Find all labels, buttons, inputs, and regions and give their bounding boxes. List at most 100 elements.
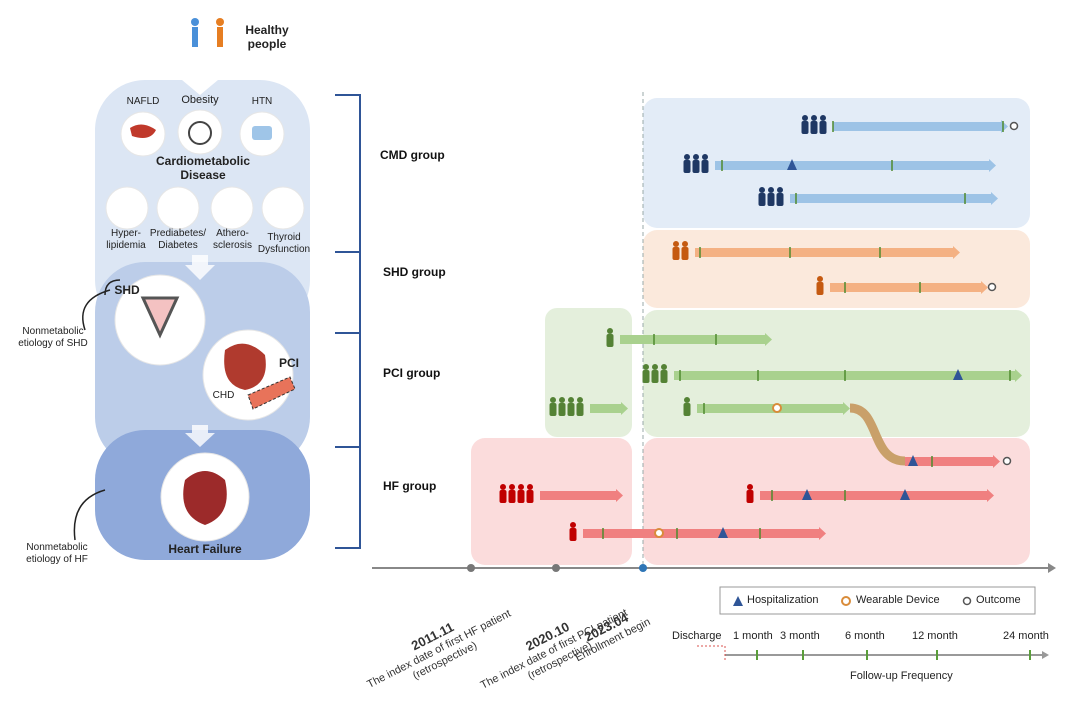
patient [682,241,688,247]
track [760,491,988,500]
legend-label: Wearable Device [856,594,940,606]
track [590,404,622,413]
group-label: HF group [383,479,437,493]
outcome [1009,121,1019,131]
patient [693,154,699,160]
patient [820,115,826,121]
arrow [182,70,218,95]
hospitalization [900,489,910,500]
track-head [991,192,998,205]
track-head [621,402,628,415]
legend-outcome [962,596,972,606]
patient [642,370,650,383]
patient [811,115,817,121]
legend-device [841,596,851,606]
patient [684,397,690,403]
patient [549,403,557,416]
track [697,404,844,413]
htn-icon [252,126,272,140]
patient [683,403,691,416]
patient [746,490,754,503]
hospitalization [802,489,812,500]
track [830,283,982,292]
axis-arrow [1048,563,1056,573]
condition: Hyper- lipidemia [106,228,146,251]
track-head [993,455,1000,468]
chd-label: CHD [212,390,235,401]
patient [576,403,584,416]
time-point [552,564,560,572]
patient [816,282,824,295]
followup-tick: 3 month [780,630,820,642]
patient [692,160,700,173]
legend-label: Hospitalization [747,594,819,606]
hospitalization [787,159,797,170]
track-head [987,489,994,502]
track [790,194,992,203]
track-head [765,333,772,346]
patient [527,484,533,490]
patient [643,364,649,370]
outcome [1002,456,1012,466]
followup-title: Follow-up Frequency [850,670,953,682]
cmd-label: Cardiometabolic Disease [155,154,251,182]
patient [652,364,658,370]
patient [767,193,775,206]
wearable [654,528,664,538]
condition: Obesity [181,94,219,106]
followup-start: Discharge [672,630,722,642]
track [695,248,954,257]
track [833,122,1002,131]
legend-label: Outcome [976,594,1021,606]
condition: NAFLD [126,96,160,107]
track-head [843,402,850,415]
patient [776,193,784,206]
pci-label: PCI [278,356,299,370]
patient [758,193,766,206]
hf-note: Nonmetabolic etiology of HF [26,542,88,565]
vessel-icon [247,376,296,410]
followup-tick: 6 month [845,630,885,642]
hospitalization [718,527,728,538]
patient [701,160,709,173]
patient [607,328,613,334]
track-head [953,246,960,259]
curve-arrow [104,279,121,296]
condition: HTN [251,96,273,107]
arrow [185,425,215,447]
healthy-label: Healthy people [245,23,289,51]
arrow [185,255,215,280]
group-label: CMD group [380,148,445,162]
patient [550,397,556,403]
track-head [616,489,623,502]
patient [651,370,659,383]
patient [819,121,827,134]
patient [568,397,574,403]
condition: Prediabetes/ Diabetes [149,228,207,251]
patient [508,490,516,503]
patient [683,160,691,173]
patient [801,121,809,134]
patient [570,522,576,528]
axis-arrow [1042,651,1049,659]
patient [577,397,583,403]
patient [673,241,679,247]
patient [500,484,506,490]
patient [681,247,689,260]
patient [817,276,823,282]
condition: Thyroid Dysfunction [257,232,311,255]
pci-box [545,308,632,437]
patient [499,490,507,503]
hospitalization [953,369,963,380]
group-label: SHD group [383,265,446,279]
runners [191,18,224,47]
followup-tick: 12 month [912,630,958,642]
patient [768,187,774,193]
patient [660,370,668,383]
time-point [467,564,475,572]
patient [606,334,614,347]
transition [849,403,906,466]
patient [517,490,525,503]
